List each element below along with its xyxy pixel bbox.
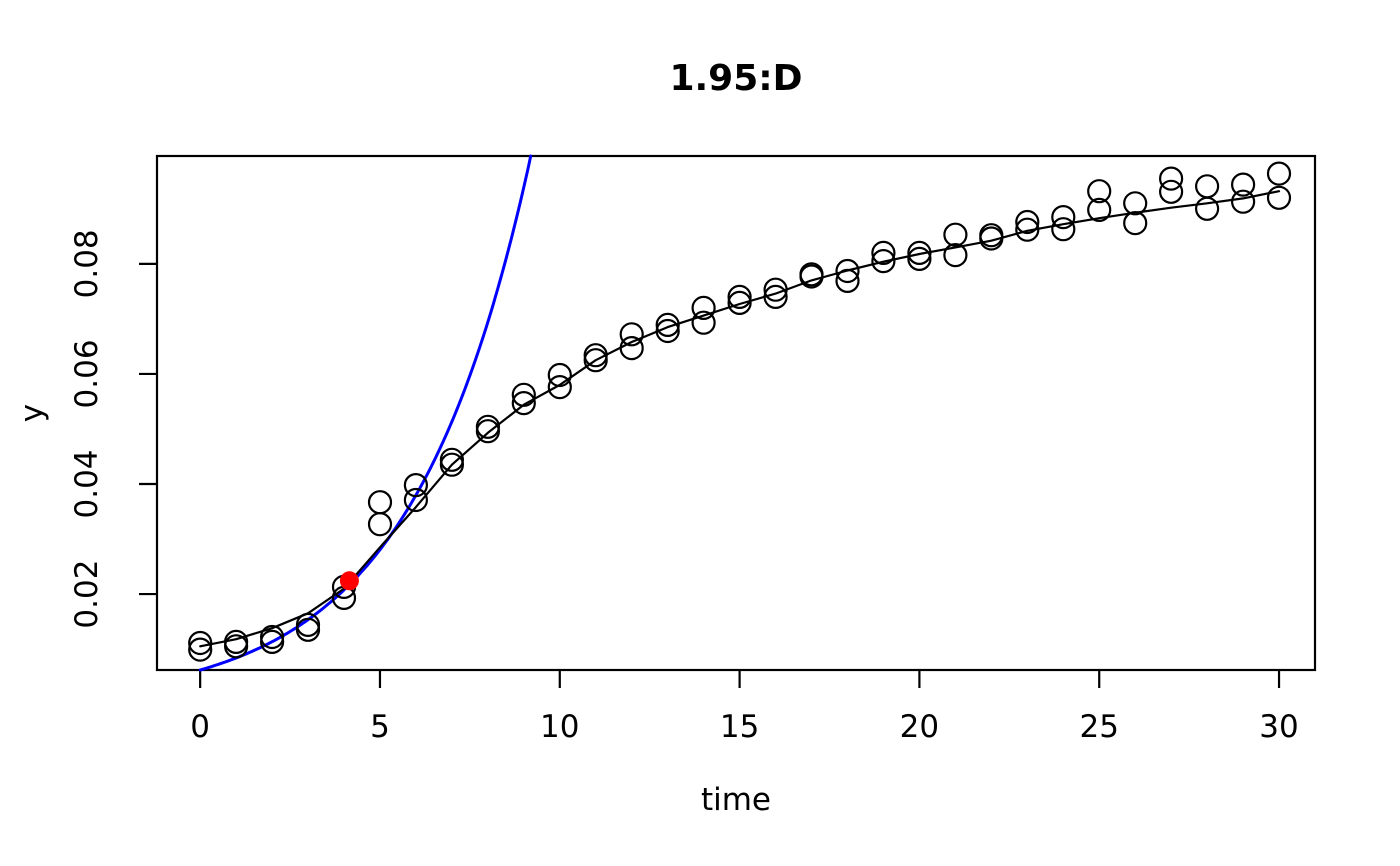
data-point	[1230, 189, 1256, 214]
plot-title: 1.95:D	[669, 58, 802, 99]
data-point	[655, 312, 680, 337]
x-axis-title: time	[701, 782, 771, 818]
data-point	[763, 277, 788, 302]
data-point	[655, 318, 680, 344]
data-point	[475, 419, 500, 444]
y-axis-title: y	[14, 404, 50, 422]
data-point	[943, 243, 968, 268]
data-point	[439, 447, 464, 472]
data-point	[1015, 217, 1040, 242]
data-point	[439, 452, 464, 477]
data-point	[547, 362, 572, 388]
data-point	[1123, 191, 1148, 216]
data-point	[1087, 197, 1112, 222]
data-point	[727, 284, 752, 309]
data-point	[619, 336, 644, 361]
data-point	[1266, 185, 1292, 210]
data-point	[943, 222, 968, 247]
data-point	[1158, 166, 1184, 191]
data-point	[188, 637, 213, 662]
data-point	[835, 258, 860, 284]
x-tick-label: 20	[900, 709, 939, 745]
data-point	[367, 512, 393, 537]
data-point	[691, 295, 716, 320]
data-point	[763, 284, 788, 309]
data-point	[224, 634, 249, 659]
highlight-point	[339, 571, 359, 591]
data-point	[619, 322, 644, 347]
exponential-curve	[198, 154, 533, 672]
curves-layer	[198, 154, 1281, 672]
data-point	[907, 246, 932, 271]
y-tick-label: 0.08	[69, 229, 105, 298]
data-point	[295, 617, 321, 642]
x-tick-label: 25	[1079, 709, 1118, 745]
x-tick-label: 15	[720, 709, 759, 745]
data-point	[1158, 179, 1184, 204]
data-point	[979, 226, 1004, 251]
data-point	[583, 348, 608, 373]
points-layer	[188, 161, 1292, 662]
data-point	[871, 249, 896, 274]
axes-layer: 0 5 10 15 20 25 30 0.02 0.04 0.06 0.08	[69, 154, 1317, 745]
x-tick-label: 10	[540, 709, 579, 745]
data-point	[547, 375, 572, 400]
data-point	[1087, 179, 1112, 204]
data-point	[367, 490, 393, 515]
x-tick-label: 5	[370, 709, 390, 745]
data-point	[799, 264, 824, 289]
data-point	[691, 310, 716, 335]
data-point	[403, 487, 428, 513]
data-point	[1015, 209, 1040, 235]
data-point	[1266, 161, 1292, 186]
data-point	[403, 473, 428, 498]
fitted-curve	[199, 190, 1281, 648]
data-point	[1230, 172, 1256, 197]
data-point	[260, 629, 285, 655]
data-point	[907, 240, 932, 265]
data-point	[511, 382, 536, 407]
data-point	[1194, 196, 1220, 221]
data-point	[1051, 205, 1076, 230]
y-tick-label: 0.06	[69, 339, 105, 408]
data-point	[188, 630, 213, 656]
y-tick-label: 0.02	[69, 560, 105, 629]
data-point	[835, 268, 860, 293]
x-tick-label: 0	[190, 709, 210, 745]
plot-box	[155, 154, 1317, 672]
data-point	[1194, 174, 1220, 199]
x-tick-label: 30	[1259, 709, 1298, 745]
data-point	[1123, 211, 1148, 236]
data-point	[871, 240, 896, 265]
data-point	[511, 391, 536, 416]
data-point	[1051, 217, 1076, 242]
y-tick-label: 0.04	[69, 449, 105, 518]
data-point	[727, 290, 752, 315]
